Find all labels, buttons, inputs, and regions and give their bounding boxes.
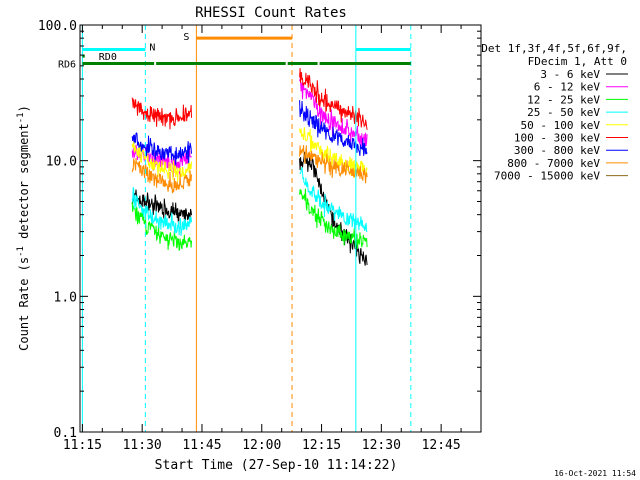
overlay-layer: RD0 RD6 S N (58, 25, 412, 432)
series-300-800-kev-segment-1 (131, 132, 192, 166)
legend-label: 7000 - 15000 keV (494, 170, 600, 183)
y-tick-label: 1.0 (54, 290, 77, 305)
legend-label: 25 - 50 keV (527, 106, 600, 119)
data-series-layer (131, 68, 368, 266)
x-tick-label: 11:45 (182, 438, 221, 453)
state-marker-n: N (149, 42, 155, 53)
y-label-part-3: ) (17, 105, 31, 112)
state-bar-label: RD0 (99, 52, 117, 63)
legend-header-line-1: Det 1f,3f,4f,5f,6f,9f, (481, 42, 627, 55)
x-tick-label: 12:30 (362, 438, 401, 453)
legend-header-line-2: FDecim 1, Att 0 (528, 55, 627, 68)
x-tick-label: 11:15 (63, 438, 102, 453)
legend: Det 1f,3f,4f,5f,6f,9f, FDecim 1, Att 0 3… (481, 42, 628, 183)
x-tick-label: 12:45 (422, 438, 461, 453)
plot-frame (79, 24, 482, 433)
series-50-100-kev-segment-1 (131, 140, 192, 182)
y-tick-label: 100.0 (38, 19, 77, 34)
series-100-300-kev-segment-1 (131, 97, 192, 130)
y-label-sup-1: -1 (16, 246, 26, 257)
x-tick-label: 12:00 (242, 438, 281, 453)
axes-layer: 11:15 11:30 11:45 12:00 12:15 12:30 12:45 0.1 1.… (38, 19, 482, 453)
state-bar-label: RD6 (58, 60, 76, 71)
y-label-part-1: Count Rate (s (17, 257, 31, 351)
legend-label: 100 - 300 keV (514, 132, 600, 145)
state-bar-label: S (183, 32, 189, 43)
series-3-6-kev-segment-1 (131, 189, 192, 226)
legend-label: 800 - 7000 keV (507, 157, 600, 170)
timestamp: 16-Oct-2021 11:54 (554, 469, 636, 478)
y-tick-label: 10.0 (46, 155, 77, 170)
x-tick-label: 11:30 (123, 438, 162, 453)
series-25-50-kev-segment-1 (131, 187, 192, 236)
legend-label: 3 - 6 keV (540, 68, 600, 81)
y-label-sup-2: -1 (16, 112, 26, 123)
y-axis-label: Count Rate (s-1 detector segment-1) (16, 105, 31, 351)
chart-title: RHESSI Count Rates (195, 5, 347, 21)
x-axis-label: Start Time (27-Sep-10 11:14:22) (155, 458, 398, 473)
series-800-7000-kev-segment-1 (131, 157, 192, 194)
legend-label: 6 - 12 keV (534, 81, 601, 94)
y-tick-label: 0.1 (54, 426, 77, 441)
x-tick-label: 12:15 (302, 438, 341, 453)
y-label-part-2: detector segment (17, 123, 31, 246)
legend-label: 12 - 25 keV (527, 93, 600, 106)
legend-label: 50 - 100 keV (521, 119, 601, 132)
legend-label: 300 - 800 keV (514, 144, 600, 157)
